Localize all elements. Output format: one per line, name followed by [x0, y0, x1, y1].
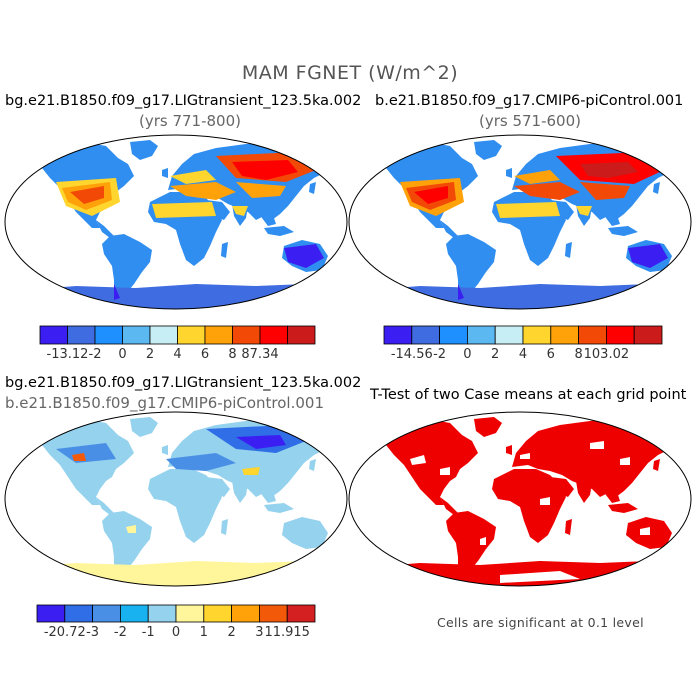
- panel-2-subtitle: (yrs 571-600): [478, 112, 581, 130]
- colorbar-swatch: [232, 325, 261, 345]
- colorbar-swatch: [203, 604, 233, 623]
- colorbar-swatch: [64, 604, 94, 623]
- colorbar-label: 1: [200, 625, 208, 640]
- colorbar-swatch: [287, 325, 316, 345]
- colorbar-label: 6: [201, 347, 209, 362]
- colorbar-label: 6: [547, 347, 555, 362]
- panel-2-title: b.e21.B1850.f09_g17.CMIP6-piControl.001: [375, 93, 684, 109]
- map-panel-difference: [4, 411, 348, 587]
- panel-1-title: bg.e21.B1850.f09_g17.LIGtransient_123.5k…: [5, 93, 362, 109]
- colorbar-label: -13.12: [47, 347, 89, 362]
- colorbar-swatch: [550, 325, 579, 345]
- colorbar-label: 11.915: [264, 625, 310, 640]
- colorbar-label: -2: [114, 625, 127, 640]
- colorbar-label: -2: [433, 347, 446, 362]
- colorbar-swatch: [120, 604, 149, 623]
- colorbar-swatch: [258, 604, 288, 623]
- colorbar-swatch: [147, 604, 177, 623]
- colorbar-label: 0: [463, 347, 471, 362]
- map-panel-ttest: [348, 411, 692, 587]
- colorbar-label: -3: [86, 625, 99, 640]
- panel-1-subtitle: (yrs 771-800): [138, 112, 241, 130]
- colorbar-label: 2: [491, 347, 499, 362]
- colorbar-swatch: [466, 325, 496, 345]
- colorbar-label: 0: [118, 347, 126, 362]
- colorbar-swatch: [67, 325, 96, 345]
- colorbar-swatch: [259, 325, 288, 345]
- colorbar-swatch: [231, 604, 260, 623]
- colorbar-label: -1: [142, 625, 155, 640]
- colorbar-swatch: [633, 325, 663, 345]
- colorbar-label: 8: [574, 347, 582, 362]
- colorbar-label: -20.72: [44, 625, 86, 640]
- colorbar-label: 2: [227, 625, 235, 640]
- colorbar-swatch: [411, 325, 440, 345]
- panel-4-title: T-Test of two Case means at each grid po…: [370, 387, 687, 403]
- colorbar-swatch: [494, 325, 524, 345]
- colorbar-swatch: [578, 325, 607, 345]
- colorbar-swatch: [177, 325, 206, 345]
- colorbar-swatch: [383, 325, 413, 345]
- colorbar-label: 0: [172, 625, 180, 640]
- figure-title: MAM FGNET (W/m^2): [241, 62, 459, 84]
- colorbar-label: 87.34: [241, 347, 278, 362]
- colorbar-label: -14.56: [391, 347, 433, 362]
- colorbar-label: -2: [89, 347, 102, 362]
- colorbar-label: 2: [146, 347, 154, 362]
- colorbar-label: 4: [519, 347, 527, 362]
- colorbar-swatch: [39, 325, 68, 345]
- colorbar-label: 3: [255, 625, 263, 640]
- colorbar-swatch: [606, 325, 635, 345]
- panel-3-subtitle: b.e21.B1850.f09_g17.CMIP6-piControl.001: [5, 394, 324, 412]
- colorbar-swatch: [439, 325, 468, 345]
- panel-3-title: bg.e21.B1850.f09_g17.LIGtransient_123.5k…: [5, 375, 362, 391]
- colorbar-swatch: [175, 604, 205, 623]
- colorbar-swatch: [122, 325, 151, 345]
- colorbar-swatch: [92, 604, 121, 623]
- significance-note: Cells are significant at 0.1 level: [437, 615, 644, 630]
- map-panel-lig: [4, 134, 348, 310]
- colorbar-label: 103.02: [584, 347, 630, 362]
- colorbar-swatch: [522, 325, 552, 345]
- colorbar-label: 4: [173, 347, 181, 362]
- colorbar-swatch: [94, 325, 123, 345]
- colorbar-swatch: [36, 604, 66, 623]
- colorbar-swatch: [286, 604, 316, 623]
- colorbar-swatch: [149, 325, 178, 345]
- colorbar-swatch: [204, 325, 233, 345]
- colorbar-label: 8: [228, 347, 236, 362]
- map-panel-pi: [348, 134, 692, 310]
